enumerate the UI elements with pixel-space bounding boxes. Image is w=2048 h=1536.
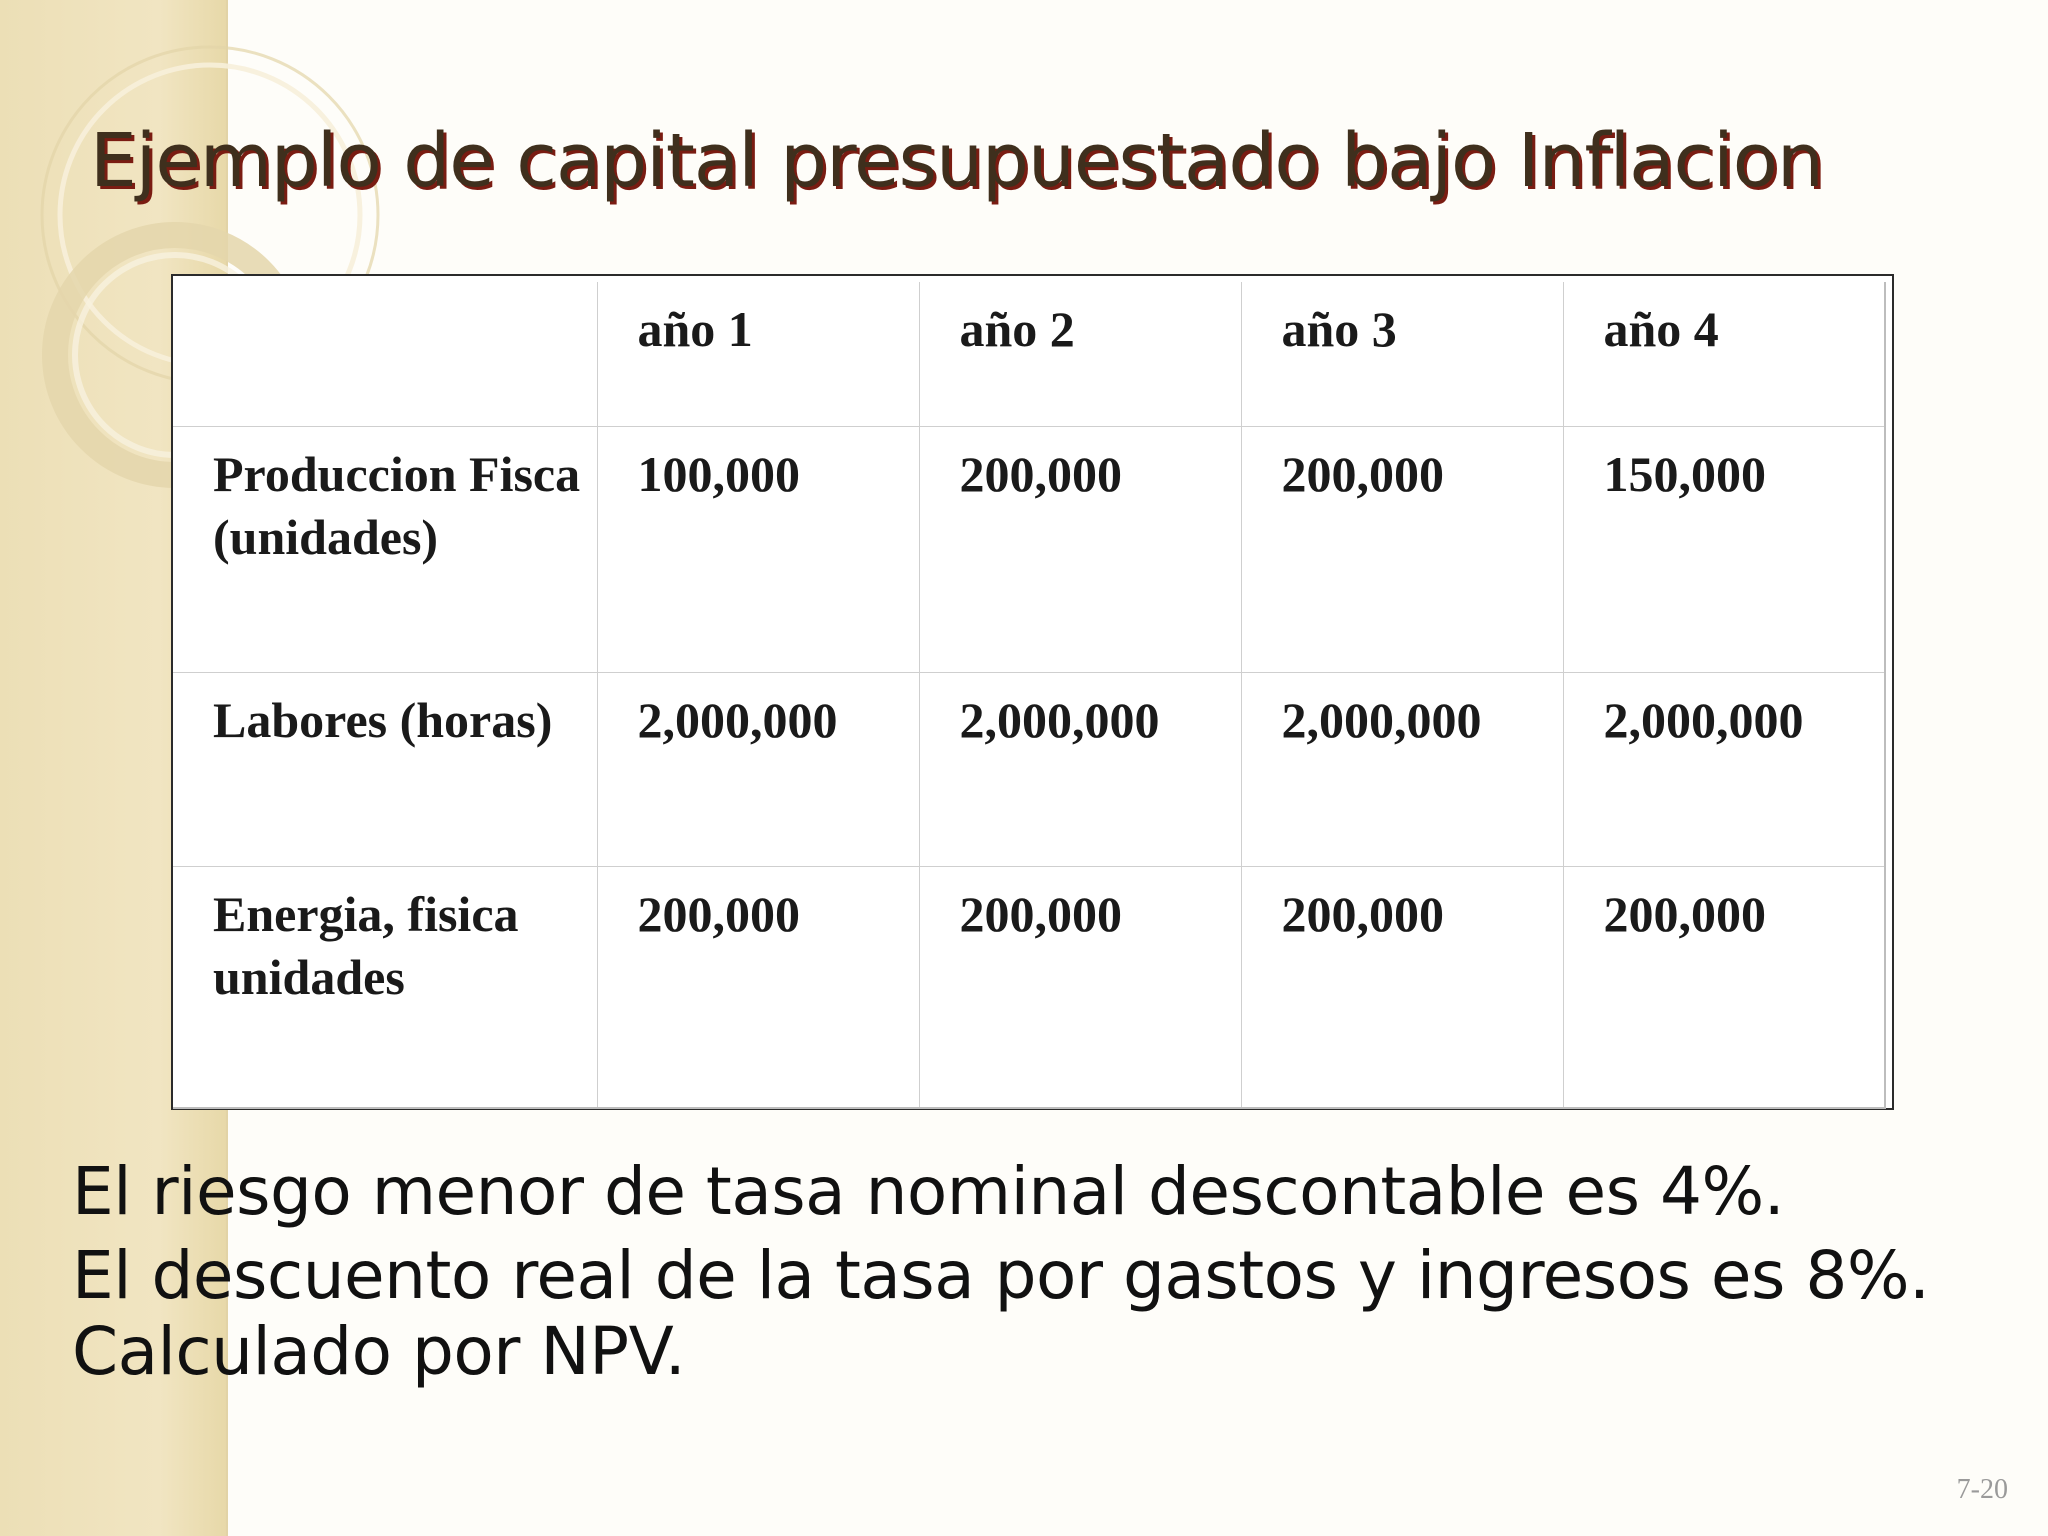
table-cell: 2,000,000	[1240, 671, 1564, 867]
table-cell: 200,000	[918, 865, 1242, 1109]
row-label: Energia, fisica unidades	[173, 865, 598, 1109]
note-line: El riesgo menor de tasa nominal desconta…	[72, 1153, 1785, 1230]
table-cell: 2,000,000	[1562, 671, 1886, 867]
table-cell: 200,000	[1562, 865, 1886, 1109]
table-row: Energia, fisica unidades 200,000 200,000…	[173, 865, 1886, 1109]
table-cell: 200,000	[596, 865, 920, 1109]
row-label: Labores (horas)	[173, 671, 598, 867]
table-cell: 200,000	[1240, 865, 1564, 1109]
note-line: Calculado por NPV.	[72, 1313, 686, 1390]
header-year-1: año 1	[596, 282, 920, 427]
table-row: Produccion Fisca (unidades) 100,000 200,…	[173, 425, 1886, 673]
header-corner-cell	[173, 282, 598, 427]
header-year-3: año 3	[1240, 282, 1564, 427]
table-cell: 150,000	[1562, 425, 1886, 673]
table-cell: 2,000,000	[596, 671, 920, 867]
table-cell: 2,000,000	[918, 671, 1242, 867]
table-cell: 200,000	[918, 425, 1242, 673]
table-row: Labores (horas) 2,000,000 2,000,000 2,00…	[173, 671, 1886, 867]
notes-block: El riesgo menor de tasa nominal desconta…	[72, 1150, 1930, 1394]
table-header-row: año 1 año 2 año 3 año 4	[173, 282, 1886, 427]
note-line: El descuento real de la tasa por gastos …	[72, 1237, 1930, 1314]
data-table: año 1 año 2 año 3 año 4 Produccion Fisca…	[173, 282, 1886, 1109]
table-cell: 200,000	[1240, 425, 1564, 673]
row-label: Produccion Fisca (unidades)	[173, 425, 598, 673]
header-year-4: año 4	[1562, 282, 1886, 427]
slide-number: 7-20	[1956, 1474, 2008, 1505]
header-year-2: año 2	[918, 282, 1242, 427]
slide-title: Ejemplo de capital presupuestado bajo In…	[90, 118, 1824, 204]
data-table-frame: año 1 año 2 año 3 año 4 Produccion Fisca…	[171, 274, 1894, 1110]
table-cell: 100,000	[596, 425, 920, 673]
